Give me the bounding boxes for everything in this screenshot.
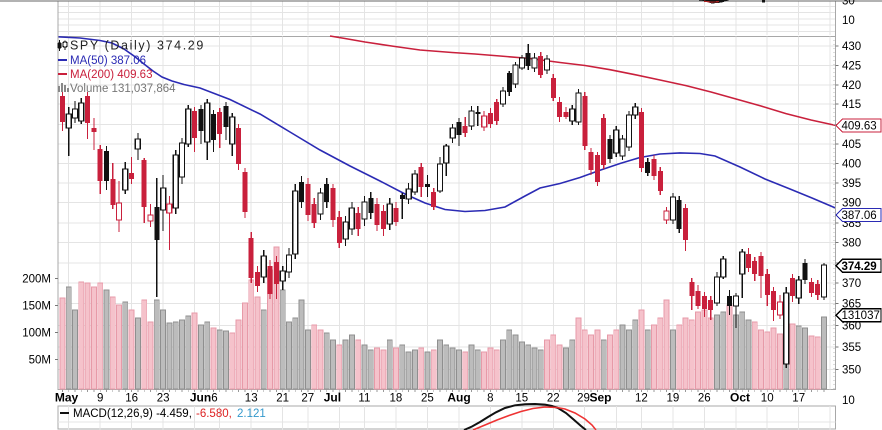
svg-text:390: 390 <box>842 197 861 209</box>
svg-text:405: 405 <box>842 139 861 151</box>
svg-text:23: 23 <box>157 393 170 405</box>
svg-text:Volume 131,037,864: Volume 131,037,864 <box>70 83 176 95</box>
svg-text:21: 21 <box>276 393 289 405</box>
svg-text:395: 395 <box>842 178 861 190</box>
svg-text:2.121: 2.121 <box>237 408 266 420</box>
svg-text:26: 26 <box>698 393 711 405</box>
svg-text:22: 22 <box>547 393 560 405</box>
svg-text:MACD(12,26,9) -4.459,: MACD(12,26,9) -4.459, <box>73 408 192 420</box>
svg-text:25: 25 <box>421 393 434 405</box>
svg-text:10: 10 <box>842 15 855 27</box>
svg-text:13: 13 <box>245 393 258 405</box>
svg-text:16: 16 <box>125 393 138 405</box>
svg-text:374.29: 374.29 <box>842 261 877 273</box>
svg-text:380: 380 <box>842 238 861 250</box>
svg-text:400: 400 <box>842 158 861 170</box>
svg-text:420: 420 <box>842 80 861 92</box>
svg-text:370: 370 <box>842 278 861 290</box>
svg-text:18: 18 <box>390 393 403 405</box>
svg-text:8: 8 <box>487 393 493 405</box>
svg-text:19: 19 <box>667 393 680 405</box>
svg-text:17: 17 <box>792 393 805 405</box>
svg-text:Aug: Aug <box>447 391 470 405</box>
svg-text:MA(50) 387.06: MA(50) 387.06 <box>70 55 146 67</box>
svg-text:10: 10 <box>842 395 855 407</box>
svg-text:Sep: Sep <box>589 391 611 405</box>
svg-text:360: 360 <box>842 321 861 333</box>
svg-text:Oct: Oct <box>730 391 750 405</box>
svg-text:15: 15 <box>515 393 528 405</box>
svg-text:131037: 131037 <box>842 310 880 322</box>
svg-text:387.06: 387.06 <box>842 210 877 222</box>
svg-text:355: 355 <box>842 342 861 354</box>
svg-text:150M: 150M <box>22 301 51 313</box>
svg-text:430: 430 <box>842 41 861 53</box>
svg-text:12: 12 <box>635 393 648 405</box>
svg-text:29: 29 <box>577 393 590 405</box>
svg-text:100M: 100M <box>22 328 51 340</box>
svg-text:425: 425 <box>842 61 861 73</box>
svg-text:Jul: Jul <box>324 391 341 405</box>
svg-text:MA(200) 409.63: MA(200) 409.63 <box>70 69 152 81</box>
svg-text:350: 350 <box>842 365 861 377</box>
svg-text:27: 27 <box>301 393 314 405</box>
svg-text:-6.580,: -6.580, <box>196 408 232 420</box>
svg-text:409.63: 409.63 <box>842 121 877 133</box>
svg-text:415: 415 <box>842 99 861 111</box>
svg-text:11: 11 <box>358 393 370 405</box>
svg-text:Jun: Jun <box>190 391 211 405</box>
svg-text:365: 365 <box>842 298 861 310</box>
svg-text:200M: 200M <box>22 274 51 286</box>
svg-text:6: 6 <box>211 393 217 405</box>
svg-text:May: May <box>55 391 79 405</box>
svg-text:SPY (Daily) 374.29: SPY (Daily) 374.29 <box>70 39 205 53</box>
svg-text:30: 30 <box>842 0 855 8</box>
svg-text:9: 9 <box>97 393 103 405</box>
svg-text:50M: 50M <box>29 355 51 367</box>
svg-text:10: 10 <box>761 393 774 405</box>
